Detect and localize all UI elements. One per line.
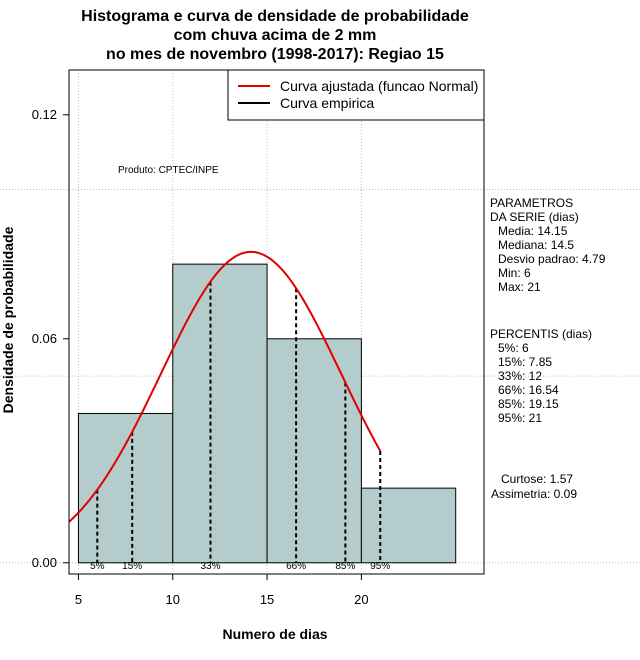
histogram-bar bbox=[266, 338, 362, 564]
y-tick-label: 0.12 bbox=[32, 107, 57, 122]
percentiles-title: PERCENTIS (dias) bbox=[490, 327, 592, 341]
chart-title-line-2: com chuva acima de 2 mm bbox=[174, 27, 377, 44]
y-axis: 0.00 0.06 0.12 bbox=[32, 107, 69, 570]
stat-mediana: Mediana: 14.5 bbox=[498, 238, 574, 252]
percentile-label: 5% bbox=[90, 561, 105, 572]
percentile-label: 15% bbox=[122, 561, 142, 572]
product-annotation: Produto: CPTEC/INPE bbox=[118, 165, 219, 176]
stat-min: Min: 6 bbox=[498, 266, 531, 280]
x-tick-label: 5 bbox=[75, 592, 82, 607]
x-tick-label: 20 bbox=[354, 592, 368, 607]
x-axis: 5 10 15 20 bbox=[75, 574, 369, 607]
stat-desvio: Desvio padrao: 4.79 bbox=[498, 252, 606, 266]
y-axis-label: Densidade de probabilidade bbox=[0, 226, 16, 413]
percentile-85: 85%: 19.15 bbox=[498, 397, 559, 411]
params-title-1: PARAMETROS bbox=[490, 196, 573, 210]
percentile-label: 66% bbox=[286, 561, 306, 572]
params-title-2: DA SERIE (dias) bbox=[490, 210, 579, 224]
legend-box bbox=[227, 69, 485, 121]
x-tick-label: 15 bbox=[260, 592, 274, 607]
histogram-bar bbox=[172, 263, 268, 564]
percentile-label: 95% bbox=[370, 561, 390, 572]
y-tick-label: 0.06 bbox=[32, 331, 57, 346]
stats-panel: PARAMETROS DA SERIE (dias) Media: 14.15 … bbox=[490, 196, 606, 501]
chart-title-line-3: no mes de novembro (1998-2017): Regiao 1… bbox=[106, 46, 444, 63]
percentile-33: 33%: 12 bbox=[498, 369, 542, 383]
percentile-5: 5%: 6 bbox=[498, 341, 529, 355]
percentile-lines: 5% 15% 33% 66% 85% 95% bbox=[90, 281, 390, 572]
legend: Curva ajustada (funcao Normal) Curva emp… bbox=[227, 69, 485, 121]
percentile-15: 15%: 7.85 bbox=[498, 355, 552, 369]
histogram-bar bbox=[360, 487, 457, 564]
x-axis-label: Numero de dias bbox=[222, 626, 327, 642]
y-tick-label: 0.00 bbox=[32, 555, 57, 570]
fitted-normal-curve bbox=[68, 250, 382, 523]
percentile-label: 85% bbox=[335, 561, 355, 572]
stat-curtose: Curtose: 1.57 bbox=[501, 472, 573, 486]
histogram-bars bbox=[77, 263, 457, 564]
stat-max: Max: 21 bbox=[498, 280, 541, 294]
stat-assimetria: Assimetria: 0.09 bbox=[491, 487, 577, 501]
stat-media: Media: 14.15 bbox=[498, 224, 568, 238]
percentile-95: 95%: 21 bbox=[498, 411, 542, 425]
histogram-bar bbox=[77, 412, 174, 564]
legend-label-fitted: Curva ajustada (funcao Normal) bbox=[280, 78, 478, 94]
percentile-label: 33% bbox=[200, 561, 220, 572]
x-tick-label: 10 bbox=[166, 592, 180, 607]
chart-title-line-1: Histograma e curva de densidade de proba… bbox=[81, 8, 469, 25]
legend-label-empirical: Curva empirica bbox=[280, 95, 374, 111]
percentile-66: 66%: 16.54 bbox=[498, 383, 559, 397]
